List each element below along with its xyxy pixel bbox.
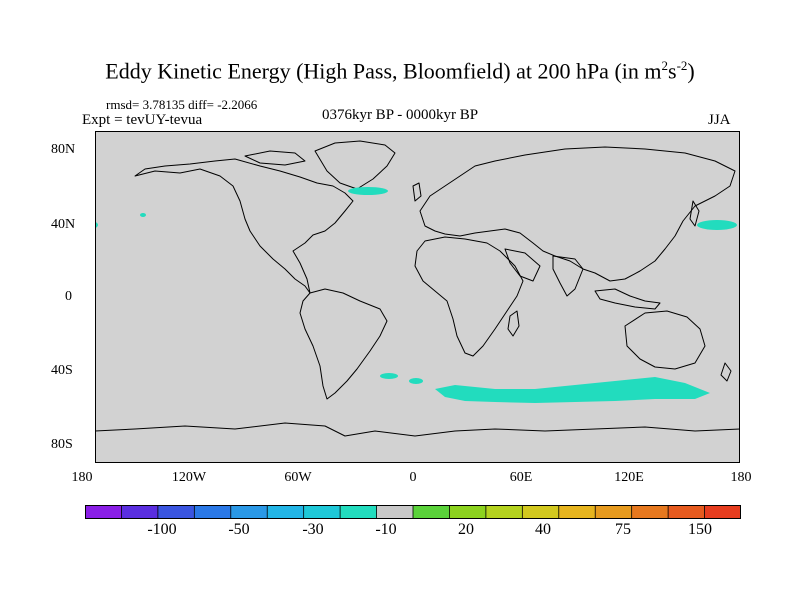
- map-border: [95, 131, 740, 463]
- colorbar-cell: [558, 505, 597, 519]
- uk-coastline: [412, 182, 422, 202]
- colorbar-cell: [85, 505, 123, 519]
- colorbar-cell: [594, 505, 633, 519]
- anomaly-north-pacific-east: [697, 220, 737, 230]
- arabia-coastline: [504, 248, 541, 282]
- anomaly-south-atlantic-a: [380, 373, 398, 379]
- colorbar-cell: [667, 505, 706, 519]
- colorbar-label: -30: [302, 521, 324, 538]
- lon-tick-180w: 180: [71, 470, 93, 485]
- colorbar-cell: [704, 505, 741, 519]
- antarctica-coastline: [95, 422, 740, 437]
- lon-tick-180e: 180: [730, 470, 752, 485]
- colorbar-label: -100: [147, 521, 177, 538]
- colorbar-border: [85, 505, 741, 519]
- colorbar-cell: [485, 505, 524, 519]
- japan-coastline: [689, 200, 700, 227]
- world-map: [95, 131, 740, 463]
- arctic-islands-coastline: [244, 150, 306, 166]
- colorbar-label: 40: [535, 521, 551, 538]
- anomaly-south-atlantic-b: [409, 378, 423, 384]
- australia-coastline: [624, 310, 706, 370]
- period-subtitle: 0376kyr BP - 0000kyr BP: [321, 107, 479, 123]
- colorbar-cell: [230, 505, 269, 519]
- lon-tick-120e: 120E: [614, 470, 644, 485]
- colorbar-label: 20: [458, 521, 474, 538]
- lon-tick-120w: 120W: [171, 470, 207, 485]
- colorbar-cell: [157, 505, 196, 519]
- africa-coastline: [414, 236, 524, 357]
- colorbar-cells: [85, 505, 741, 519]
- colorbar-cell: [121, 505, 159, 519]
- colorbar-label: 150: [688, 521, 712, 538]
- colorbar-label: 75: [615, 521, 631, 538]
- lon-tick-0: 0: [409, 470, 417, 485]
- lat-tick-80s: 80S: [51, 437, 73, 452]
- india-coastline: [552, 255, 584, 297]
- anomaly-north-atlantic: [348, 187, 388, 195]
- experiment-label: Expt = tevUY-tevua: [82, 112, 203, 128]
- colorbar-cell: [521, 505, 560, 519]
- colorbar-cell: [449, 505, 487, 519]
- south-america-coastline: [299, 288, 388, 400]
- colorbar: [85, 505, 741, 519]
- madagascar-coastline: [507, 310, 520, 337]
- map-background: [95, 131, 740, 463]
- greenland-coastline: [314, 140, 396, 190]
- colorbar-label: -50: [228, 521, 250, 538]
- colorbar-cell: [266, 505, 305, 519]
- colorbar-cell: [631, 505, 670, 519]
- colorbar-cell: [193, 505, 232, 519]
- lat-tick-0: 0: [65, 289, 72, 304]
- lon-tick-60e: 60E: [509, 470, 533, 485]
- coastlines: [95, 140, 740, 437]
- lat-tick-80n: 80N: [51, 142, 76, 157]
- season-label: JJA: [708, 112, 731, 128]
- map-title: Eddy Kinetic Energy (High Pass, Bloomfie…: [105, 58, 695, 84]
- colorbar-cell: [303, 505, 342, 519]
- colorbar-cell: [339, 505, 378, 519]
- lon-tick-60w: 60W: [284, 470, 312, 485]
- rmsd-diff-stats: rmsd= 3.78135 diff= -2.2066: [106, 97, 258, 112]
- lat-tick-40s: 40S: [51, 363, 73, 378]
- lat-tick-40n: 40N: [51, 217, 76, 232]
- colorbar-cell: [376, 505, 414, 519]
- colorbar-label: -10: [375, 521, 397, 538]
- anomaly-southern-ocean-band: [435, 377, 710, 403]
- indonesia-coastline: [594, 288, 661, 310]
- north-america-coastline: [134, 158, 354, 294]
- colorbar-cell: [412, 505, 451, 519]
- new-zealand-coastline: [720, 362, 732, 382]
- anomaly-small-pacific: [140, 213, 146, 217]
- eurasia-coastline: [419, 146, 736, 282]
